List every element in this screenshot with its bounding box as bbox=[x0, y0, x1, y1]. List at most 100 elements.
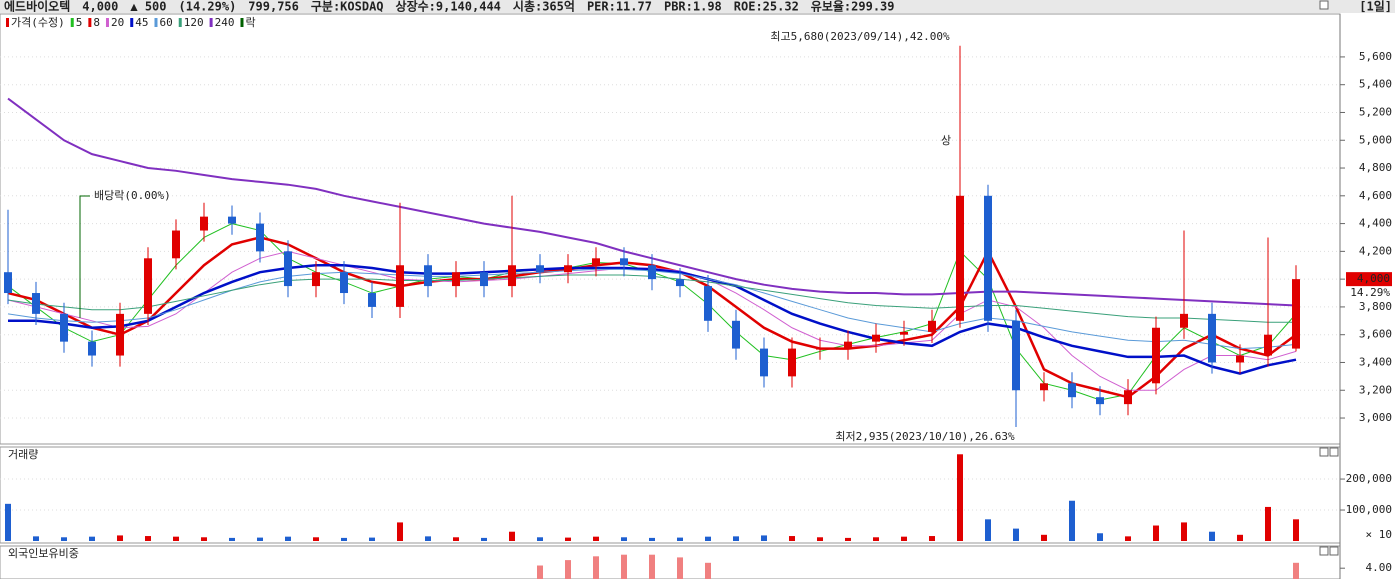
bar bbox=[677, 537, 683, 541]
y-tick-label: 5,000 bbox=[1359, 133, 1392, 146]
legend-label: 120 bbox=[184, 16, 204, 29]
y-tick-label: 200,000 bbox=[1346, 472, 1392, 485]
candle-body bbox=[592, 258, 600, 266]
candle-body bbox=[88, 341, 96, 356]
candle-body bbox=[1236, 355, 1244, 363]
candle-body bbox=[564, 265, 572, 273]
legend-label: 락 bbox=[245, 16, 255, 29]
candle-body bbox=[956, 195, 964, 321]
candle-body bbox=[508, 265, 516, 287]
candle-body bbox=[116, 313, 124, 356]
header-change-rate: (14.29%) bbox=[179, 0, 237, 14]
bar bbox=[1069, 500, 1075, 541]
panel-button[interactable] bbox=[1319, 546, 1329, 556]
bar bbox=[845, 537, 851, 541]
y-tick-label: 4,600 bbox=[1359, 189, 1392, 202]
bar bbox=[929, 536, 935, 541]
bar bbox=[5, 503, 11, 541]
candle-body bbox=[480, 272, 488, 287]
header-cap: 시총:365억 bbox=[513, 0, 575, 14]
legend-swatch bbox=[178, 18, 182, 27]
candle-body bbox=[732, 320, 740, 349]
header-price: 4,000 bbox=[82, 0, 118, 14]
candle-body bbox=[1180, 313, 1188, 328]
y-tick-label: 5,600 bbox=[1359, 50, 1392, 63]
bar bbox=[873, 537, 879, 541]
y-tick-label: 4,200 bbox=[1359, 244, 1392, 257]
header-name: 에드바이오텍 bbox=[4, 0, 70, 14]
candle-body bbox=[984, 195, 992, 321]
bar bbox=[285, 536, 291, 541]
candle-body bbox=[424, 265, 432, 287]
legend-swatch bbox=[240, 18, 244, 27]
y-tick-label: 5,400 bbox=[1359, 78, 1392, 91]
bar bbox=[593, 556, 599, 579]
y-tick-label: 3,800 bbox=[1359, 300, 1392, 313]
bar bbox=[397, 522, 403, 541]
y-tick-label: 3,600 bbox=[1359, 328, 1392, 341]
legend-swatch bbox=[209, 18, 213, 27]
legend-swatch bbox=[70, 18, 74, 27]
bar bbox=[761, 535, 767, 541]
legend-swatch bbox=[88, 18, 92, 27]
bar bbox=[341, 537, 347, 541]
candle-body bbox=[620, 258, 628, 266]
candle-body bbox=[144, 258, 152, 314]
candle-body bbox=[676, 279, 684, 287]
candle-body bbox=[536, 265, 544, 273]
y-tick-label: 3,400 bbox=[1359, 355, 1392, 368]
header-market: 구분:KOSDAQ bbox=[311, 0, 384, 14]
bar bbox=[1237, 534, 1243, 541]
header: 에드바이오텍 4,000 ▲ 500 (14.29%) 799,756 구분:KOSDAQ… bbox=[4, 0, 1392, 14]
bar bbox=[537, 565, 543, 579]
last-price-box bbox=[1346, 272, 1392, 287]
panel-button[interactable] bbox=[1329, 546, 1339, 556]
candle-body bbox=[1208, 313, 1216, 363]
bar bbox=[61, 537, 67, 541]
bar bbox=[565, 537, 571, 541]
legend-swatch bbox=[154, 18, 158, 27]
bar bbox=[1181, 522, 1187, 541]
bar bbox=[229, 537, 235, 541]
candle-body bbox=[844, 341, 852, 349]
annotation: 최고5,680(2023/09/14),42.00% bbox=[770, 30, 950, 43]
panel-button[interactable] bbox=[1329, 447, 1339, 457]
bar bbox=[117, 535, 123, 541]
candle-body bbox=[172, 230, 180, 259]
annotation-leader bbox=[79, 195, 90, 318]
legend-label: 8 bbox=[93, 16, 100, 29]
candle-body bbox=[1096, 397, 1104, 405]
header-reserve: 유보율:299.39 bbox=[811, 0, 895, 14]
candle-body bbox=[1152, 327, 1160, 384]
header-bar bbox=[0, 0, 1395, 13]
y-tick-label: 100,000 bbox=[1346, 503, 1392, 516]
header-volume: 799,756 bbox=[248, 0, 299, 14]
header-pbr: PBR:1.98 bbox=[664, 0, 722, 14]
panel-title: 거래량 bbox=[8, 448, 38, 461]
bar bbox=[33, 536, 39, 541]
candle-body bbox=[340, 272, 348, 294]
panel-button[interactable] bbox=[1319, 0, 1329, 10]
price-panel bbox=[0, 13, 1341, 445]
candle-body bbox=[928, 320, 936, 332]
candle-body bbox=[872, 334, 880, 342]
bar bbox=[425, 536, 431, 541]
bar bbox=[677, 557, 683, 579]
bar bbox=[1041, 534, 1047, 541]
candle-body bbox=[200, 216, 208, 231]
candle-body bbox=[4, 272, 12, 294]
candle-body bbox=[228, 216, 236, 224]
panel-button[interactable] bbox=[1319, 447, 1329, 457]
header-change: ▲ 500 bbox=[130, 0, 166, 14]
bar bbox=[593, 536, 599, 541]
bar bbox=[173, 536, 179, 541]
candle-body bbox=[704, 286, 712, 321]
candle-body bbox=[1068, 383, 1076, 398]
candle-body bbox=[1292, 279, 1300, 349]
header-roe: ROE:25.32 bbox=[734, 0, 799, 14]
bar bbox=[649, 554, 655, 579]
legend-swatch bbox=[130, 18, 134, 27]
annotation: 최저2,935(2023/10/10),26.63% bbox=[835, 430, 1015, 443]
bar bbox=[985, 519, 991, 541]
candle-body bbox=[284, 251, 292, 287]
